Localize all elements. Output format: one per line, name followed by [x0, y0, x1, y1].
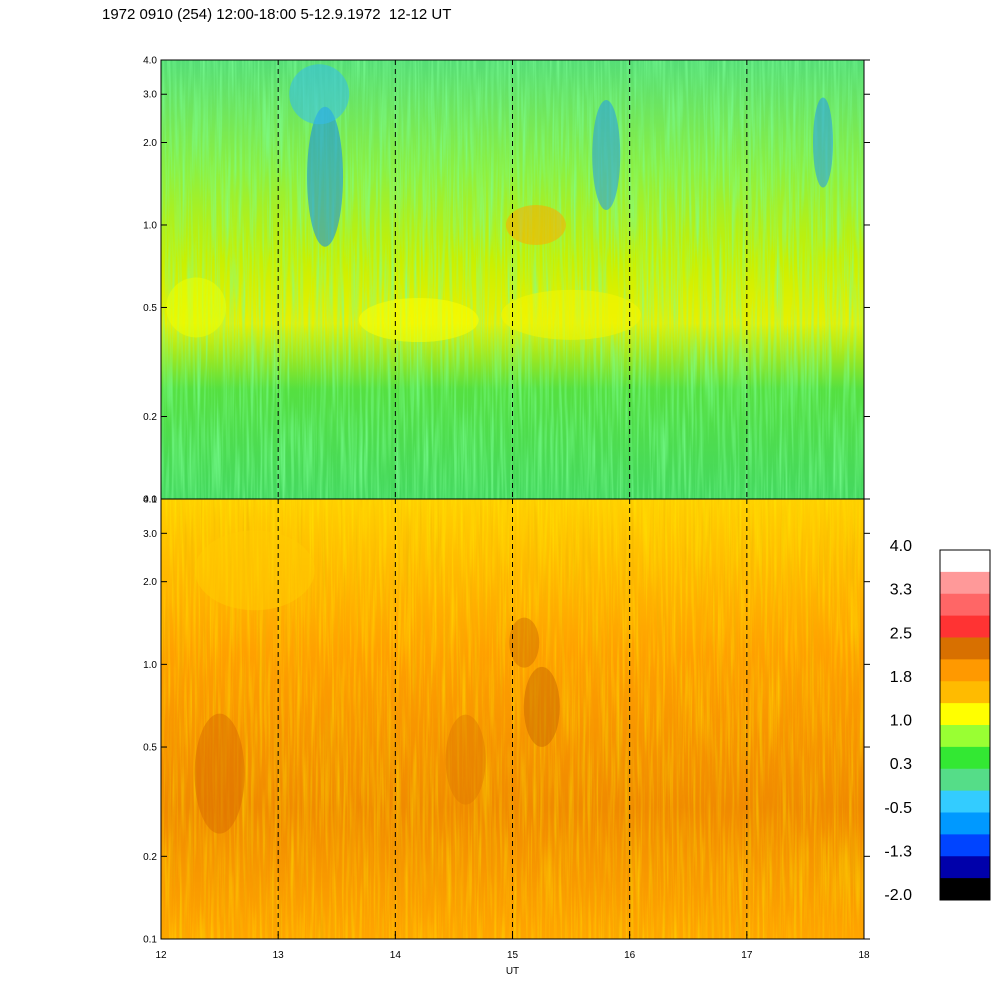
y-tick-label: 2.0 — [143, 138, 157, 149]
colorbar-label: -1.3 — [884, 843, 912, 860]
intensity-feature — [194, 530, 315, 611]
x-tick-label: 13 — [273, 950, 285, 961]
intensity-feature — [509, 617, 540, 668]
colorbar-label: 1.8 — [890, 669, 912, 686]
colorbar-label: 4.0 — [890, 538, 912, 555]
y-tick-label: 0.2 — [143, 852, 157, 863]
y-tick-label: 3.0 — [143, 90, 157, 101]
y-tick-label: 2.0 — [143, 577, 157, 588]
y-tick-label: 0.1 — [143, 495, 157, 506]
colorbar-label: 3.3 — [890, 582, 912, 599]
x-tick-label: 17 — [741, 950, 753, 961]
colorbar-segment — [940, 812, 990, 835]
colorbar-frame — [939, 549, 991, 901]
colorbar-label: -0.5 — [884, 800, 912, 817]
colorbar-segment — [940, 659, 990, 682]
colorbar-segment — [940, 834, 990, 857]
intensity-feature — [307, 106, 344, 247]
colorbar-segment — [940, 681, 990, 704]
intensity-feature — [523, 666, 560, 747]
colorbar-segment — [940, 725, 990, 748]
colorbar-segment — [940, 593, 990, 617]
colorbar-segment — [940, 746, 990, 770]
colorbar: 4.0 3.3 2.5 1.8 1.0 0.3 -0.5 -1.3 -2.0 — [884, 538, 991, 904]
colorbar-label: 0.3 — [890, 756, 912, 773]
x-tick-label: 16 — [624, 950, 636, 961]
y-tick-label: 0.1 — [143, 935, 157, 946]
y-tick-label: 0.5 — [143, 303, 157, 314]
colorbar-segment — [940, 703, 990, 726]
colorbar-segment — [940, 768, 990, 792]
x-axis-label: UT — [506, 966, 519, 977]
y-tick-label: 0.5 — [143, 743, 157, 754]
y-tick-label: 1.0 — [143, 660, 157, 671]
colorbar-segment — [940, 637, 990, 660]
colorbar-segment — [940, 571, 990, 595]
intensity-feature — [166, 277, 227, 338]
x-tick-label: 12 — [155, 950, 167, 961]
x-tick-label: 14 — [390, 950, 402, 961]
x-tick-label: 15 — [507, 950, 519, 961]
colorbar-segment — [940, 856, 990, 879]
intensity-feature — [289, 64, 350, 125]
intensity-feature — [812, 97, 833, 188]
colorbar-label: 1.0 — [890, 713, 912, 730]
colorbar-segment — [940, 790, 990, 813]
y-tick-label: 4.0 — [143, 495, 157, 506]
intensity-feature — [592, 100, 621, 211]
intensity-feature — [505, 204, 566, 245]
colorbar-segment — [940, 550, 990, 573]
colorbar-segment — [940, 615, 990, 638]
y-tick-label: 0.2 — [143, 412, 157, 423]
colorbar-segment — [940, 878, 990, 901]
x-tick-label: 18 — [858, 950, 870, 961]
colorbar-label: 2.5 — [890, 625, 912, 642]
chart-title: 1972 0910 (254) 12:00-18:00 5-12.9.1972 … — [102, 6, 452, 23]
intensity-feature — [501, 289, 642, 340]
intensity-feature — [445, 714, 486, 805]
intensity-feature — [194, 713, 245, 834]
y-tick-label: 1.0 — [143, 220, 157, 231]
y-tick-label: 3.0 — [143, 529, 157, 540]
colorbar-label: -2.0 — [884, 887, 912, 904]
y-tick-label: 4.0 — [143, 56, 157, 67]
intensity-feature — [358, 298, 479, 343]
